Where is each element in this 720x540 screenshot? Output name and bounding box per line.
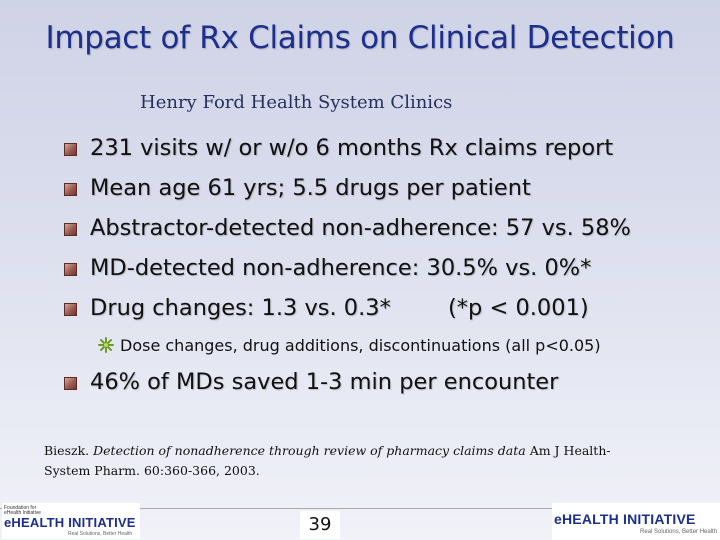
bullet-text: MD-detected non-adherence: 30.5% vs. 0%* <box>90 255 592 281</box>
bullet-item: Abstractor-detected non-adherence: 57 vs… <box>64 212 631 252</box>
slide-title: Impact of Rx Claims on Clinical Detectio… <box>45 20 675 56</box>
slide-subtitle: Henry Ford Health System Clinics <box>140 92 453 113</box>
logo-tagline: Real Solutions, Better Health <box>640 529 718 535</box>
bullet-text: 46% of MDs saved 1-3 min per encounter <box>90 369 559 395</box>
square-bullet-icon <box>64 183 77 196</box>
sub-bullet-text: Dose changes, drug additions, discontinu… <box>120 336 601 355</box>
square-bullet-icon <box>64 377 77 390</box>
reference-journal: Am J Health-System Pharm. 60:360-366, 20… <box>44 443 611 478</box>
bullet-item: 46% of MDs saved 1-3 min per encounter <box>64 366 558 398</box>
logo-small-text: Foundation for eHealth Initiative <box>4 505 41 516</box>
p-value-note: (*p < 0.001) <box>448 295 589 321</box>
sub-bullet: Dose changes, drug additions, discontinu… <box>98 334 601 358</box>
square-bullet-icon <box>64 303 77 316</box>
logo-name: eHEALTH INITIATIVE <box>554 511 696 527</box>
bullet-item: Mean age 61 yrs; 5.5 drugs per patient <box>64 172 631 212</box>
reference-article: Detection of nonadherence through review… <box>93 443 526 458</box>
ehealth-logo-left: Foundation for eHealth Initiative eHEALT… <box>2 503 140 539</box>
bullet-list: 231 visits w/ or w/o 6 months Rx claims … <box>64 132 631 332</box>
square-bullet-icon <box>64 143 77 156</box>
reference-author: Bieszk. <box>44 443 90 458</box>
star-bullet-icon <box>98 337 114 353</box>
square-bullet-icon <box>64 263 77 276</box>
bullet-text: Abstractor-detected non-adherence: 57 vs… <box>90 215 631 241</box>
reference-citation: Bieszk. Detection of nonadherence throug… <box>44 441 644 481</box>
logo-tagline: Real Solutions, Better Health <box>68 531 133 537</box>
square-bullet-icon <box>64 223 77 236</box>
footer-divider <box>0 508 720 509</box>
bullet-item: Drug changes: 1.3 vs. 0.3* (*p < 0.001) <box>64 292 631 332</box>
bullet-item: 231 visits w/ or w/o 6 months Rx claims … <box>64 132 631 172</box>
bullet-item: MD-detected non-adherence: 30.5% vs. 0%* <box>64 252 631 292</box>
bullet-text: Mean age 61 yrs; 5.5 drugs per patient <box>90 175 531 201</box>
page-number: 39 <box>300 511 340 539</box>
ehealth-logo-right: eHEALTH INITIATIVE Real Solutions, Bette… <box>552 503 720 540</box>
logo-name: eHEALTH INITIATIVE <box>4 515 136 530</box>
bullet-text: 231 visits w/ or w/o 6 months Rx claims … <box>90 135 614 161</box>
bullet-text: Drug changes: 1.3 vs. 0.3* <box>90 295 391 321</box>
